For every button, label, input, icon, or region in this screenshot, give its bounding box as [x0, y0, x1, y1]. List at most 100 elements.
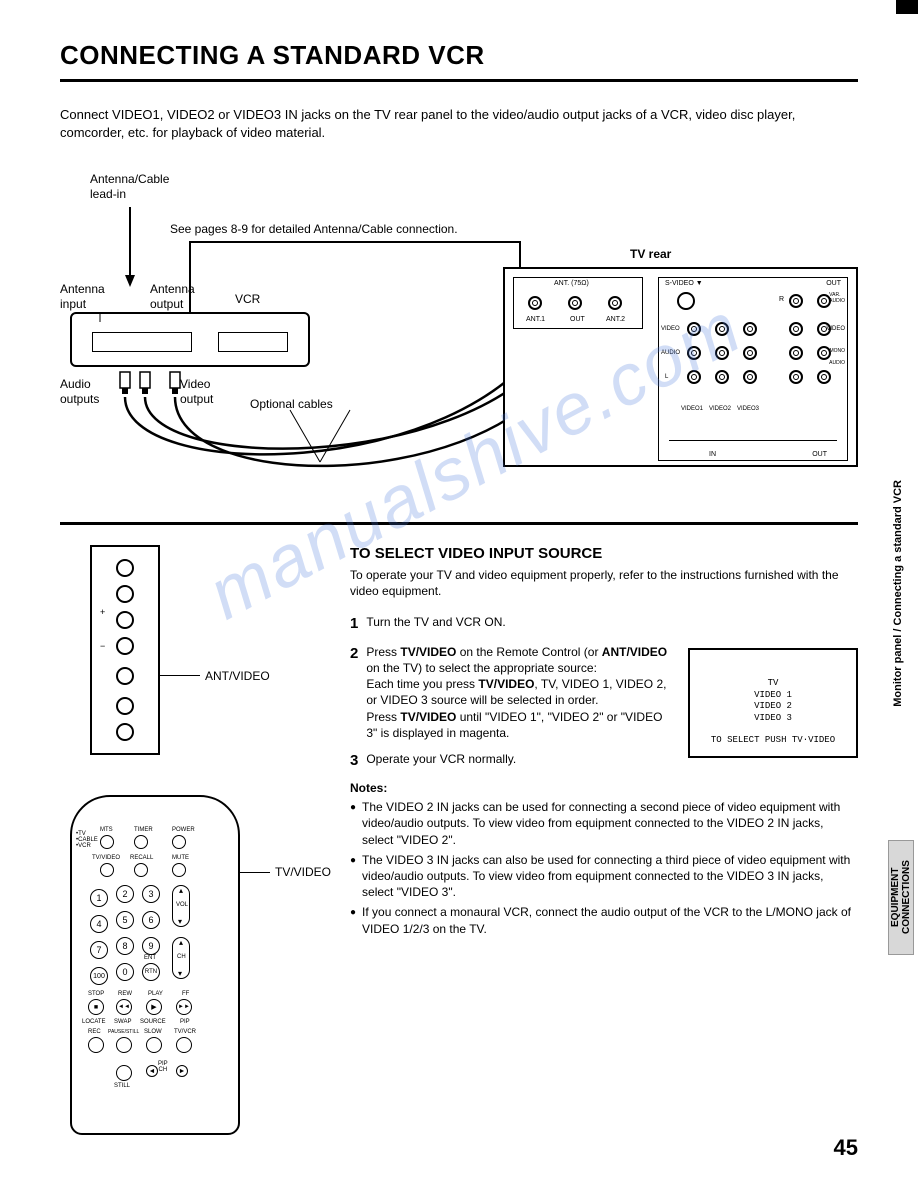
rbtn-7: 7: [90, 941, 108, 959]
rlabel-stop: STOP: [88, 991, 104, 997]
rbtn-mute: [172, 863, 186, 877]
panel-btn-antvideo: [116, 667, 134, 685]
rlabel-pip: PIP: [180, 1019, 190, 1025]
rbtn-ff: ►►: [176, 999, 192, 1015]
label-see-pages: See pages 8-9 for detailed Antenna/Cable…: [170, 222, 458, 236]
jack-v1-video: [687, 322, 701, 336]
step-num-1: 1: [350, 614, 358, 634]
label-video-output: Video output: [180, 377, 213, 406]
label-ant1: ANT.1: [526, 316, 545, 323]
label-vcr: VCR: [235, 292, 260, 306]
label-video1: VIDEO1: [681, 406, 703, 412]
note-1-text: The VIDEO 2 IN jacks can be used for con…: [362, 799, 858, 848]
jack-out-r1: [789, 370, 803, 384]
rbtn-100: 100: [90, 967, 108, 985]
panel-btn-7: [116, 723, 134, 741]
rlabel-locate: LOCATE: [82, 1019, 106, 1025]
rlabel-timer: TIMER: [134, 827, 153, 833]
rbtn-tvvideo: [100, 863, 114, 877]
rlabel-rec: REC: [88, 1029, 101, 1035]
callout-line-tvvideo: [240, 872, 270, 873]
title-rule: [60, 79, 858, 82]
side-box: EQUIPMENT CONNECTIONS: [888, 840, 914, 955]
callout-tvvideo: TV/VIDEO: [275, 865, 331, 879]
select-source-heading: TO SELECT VIDEO INPUT SOURCE: [350, 545, 858, 562]
rbtn-5: 5: [116, 911, 134, 929]
label-tv-rear: TV rear: [630, 247, 671, 261]
rbtn-ch: ▴ CH ▾: [172, 937, 190, 979]
jack-v1-r: [687, 370, 701, 384]
rbtn-still: [116, 1065, 132, 1081]
label-ant-out: OUT: [570, 316, 585, 323]
label-ant2: ANT.2: [606, 316, 625, 323]
rbtn-slow: [146, 1037, 162, 1053]
label-out-top: OUT: [826, 280, 841, 287]
step-num-2: 2: [350, 644, 358, 741]
label-mono: MONO: [829, 348, 845, 354]
jack-ant2: [608, 296, 622, 310]
rlabel-side: •TV•CABLE•VCR: [76, 831, 98, 849]
vcr-illustration: [70, 312, 310, 367]
jack-l-out: [789, 322, 803, 336]
panel-btn-3: [116, 611, 134, 629]
jack-v3-video: [743, 322, 757, 336]
panel-btn-6: [116, 697, 134, 715]
rlabel-rew: REW: [118, 991, 132, 997]
label-r: R: [779, 296, 784, 303]
step-2: 2 Press TV/VIDEO on the Remote Control (…: [350, 644, 676, 741]
rbtn-pause: [116, 1037, 132, 1053]
panel-btn-2: [116, 585, 134, 603]
vcr-display: [218, 332, 288, 352]
label-video-row: VIDEO: [661, 326, 680, 332]
label-audio-out: AUDIO: [829, 360, 845, 366]
screen-line-1: TV: [700, 678, 846, 690]
tv-side-panel: + −: [90, 545, 160, 755]
step-body-1: Turn the TV and VCR ON.: [366, 614, 858, 634]
jack-v2-video: [715, 322, 729, 336]
screen-line-5: TO SELECT PUSH TV·VIDEO: [700, 735, 846, 747]
jack-v3-r: [743, 370, 757, 384]
select-source-intro: To operate your TV and video equipment p…: [350, 568, 858, 599]
rbtn-1: 1: [90, 889, 108, 907]
rbtn-power: [172, 835, 186, 849]
label-antenna-leadin: Antenna/Cable lead-in: [90, 172, 169, 201]
jack-svideo: [677, 292, 695, 310]
rbtn-0: 0: [116, 963, 134, 981]
rlabel-slow: SLOW: [144, 1029, 162, 1035]
note-1: ● The VIDEO 2 IN jacks can be used for c…: [350, 799, 858, 848]
label-l-row: L: [665, 374, 668, 380]
screen-line-3: VIDEO 2: [700, 701, 846, 713]
rlabel-ch: CH: [177, 954, 186, 960]
rbtn-8: 8: [116, 937, 134, 955]
jack-v1-l: [687, 346, 701, 360]
minus-label: −: [100, 641, 105, 651]
rlabel-pause: PAUSE/STILL: [108, 1029, 139, 1035]
label-optional-cables: Optional cables: [250, 397, 333, 411]
rlabel-play: PLAY: [148, 991, 163, 997]
rbtn-recall: [134, 863, 148, 877]
rlabel-vol: VOL: [176, 902, 188, 908]
callout-line-antvideo: [160, 675, 200, 676]
jack-mono-out1: [789, 346, 803, 360]
av-block: S-VIDEO ▼ OUT R VAR. AUDIO VIDEO VIDEO A…: [658, 277, 848, 461]
panel-btn-1: [116, 559, 134, 577]
jack-ant-out: [568, 296, 582, 310]
label-var-audio: VAR. AUDIO: [829, 292, 845, 304]
rbtn-rec: [88, 1037, 104, 1053]
label-out-bottom: OUT: [812, 451, 827, 458]
rlabel-power: POWER: [172, 827, 195, 833]
note-3-text: If you connect a monaural VCR, connect t…: [362, 904, 858, 936]
rlabel-source: SOURCE: [140, 1019, 166, 1025]
onscreen-display: TV VIDEO 1 VIDEO 2 VIDEO 3 TO SELECT PUS…: [688, 648, 858, 758]
tv-rear-panel: ANT. (75Ω) ANT.1 OUT ANT.2 S-VIDEO ▼ OUT…: [503, 267, 858, 467]
rbtn-play: ▶: [146, 999, 162, 1015]
right-column: TO SELECT VIDEO INPUT SOURCE To operate …: [350, 545, 858, 1135]
rlabel-pipch: PIP CH: [158, 1061, 168, 1073]
rbtn-rew: ◄◄: [116, 999, 132, 1015]
rlabel-still: STILL: [114, 1083, 130, 1089]
rbtn-timer: [134, 835, 148, 849]
rbtn-9: 9: [142, 937, 160, 955]
label-in: IN: [709, 451, 716, 458]
connection-diagram: Antenna/Cable lead-in See pages 8-9 for …: [60, 172, 858, 512]
label-svideo: S-VIDEO ▼: [665, 280, 703, 287]
